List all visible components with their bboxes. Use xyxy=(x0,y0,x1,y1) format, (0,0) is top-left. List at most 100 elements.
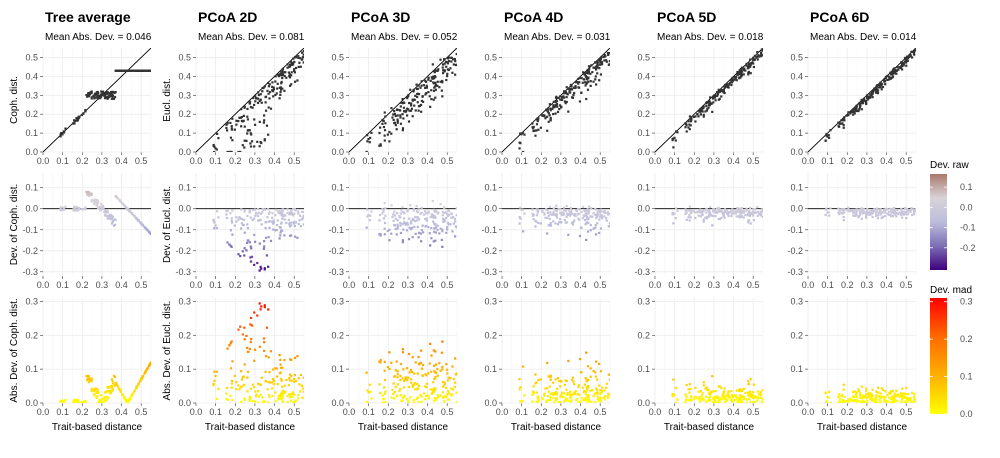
data-point xyxy=(281,385,284,388)
data-point xyxy=(263,267,266,270)
data-point xyxy=(586,365,590,368)
data-point xyxy=(396,227,399,230)
data-point xyxy=(399,387,402,391)
data-point xyxy=(734,77,737,80)
data-point xyxy=(256,140,259,143)
data-point xyxy=(126,208,130,211)
data-layer xyxy=(518,351,610,403)
data-point xyxy=(230,127,233,130)
data-point xyxy=(455,52,457,56)
data-point xyxy=(454,225,457,228)
data-point xyxy=(720,387,723,390)
data-point xyxy=(417,105,421,108)
data-point xyxy=(865,96,869,100)
data-point xyxy=(444,211,448,214)
data-point xyxy=(592,369,595,373)
data-point xyxy=(752,214,755,217)
data-point xyxy=(869,210,872,213)
data-point xyxy=(277,396,281,399)
data-point xyxy=(243,254,246,257)
data-point xyxy=(399,394,402,397)
data-point xyxy=(424,86,427,90)
data-point xyxy=(569,87,572,91)
data-point xyxy=(409,378,413,381)
data-point xyxy=(434,350,437,353)
data-point xyxy=(723,396,727,399)
data-point xyxy=(549,118,552,121)
data-point xyxy=(594,375,597,378)
data-point xyxy=(259,218,262,221)
data-point xyxy=(549,396,552,399)
data-point xyxy=(406,376,410,379)
data-point xyxy=(408,109,411,112)
y-axis-label: Abs. Dev. of Eucl. dist. xyxy=(162,301,173,401)
data-point xyxy=(267,308,270,311)
data-point xyxy=(735,389,738,392)
data-point xyxy=(430,354,433,357)
data-point xyxy=(264,109,268,112)
data-point xyxy=(570,393,574,396)
data-point xyxy=(412,209,415,212)
data-point xyxy=(259,212,262,215)
y-tick-label: 0.0 xyxy=(484,147,497,157)
data-point xyxy=(587,386,590,389)
data-point xyxy=(411,385,414,389)
data-point xyxy=(861,401,864,403)
data-point xyxy=(141,375,145,378)
data-point xyxy=(549,376,552,379)
data-point xyxy=(604,55,607,58)
data-point xyxy=(585,77,589,80)
data-point xyxy=(580,226,583,229)
data-point xyxy=(913,397,916,401)
data-point xyxy=(110,90,113,94)
data-point xyxy=(264,380,268,383)
data-point xyxy=(408,226,411,229)
data-point xyxy=(731,77,734,80)
data-point xyxy=(580,91,583,94)
data-point xyxy=(860,102,863,105)
data-point xyxy=(723,210,726,213)
data-point xyxy=(869,397,872,400)
data-point xyxy=(256,207,260,211)
panel-subtitle: Mean Abs. Dev. = 0.031 xyxy=(504,32,611,43)
data-point xyxy=(226,122,229,125)
data-point xyxy=(446,74,449,78)
data-point xyxy=(600,63,604,66)
data-point xyxy=(896,399,899,403)
data-point xyxy=(867,213,870,216)
data-point xyxy=(905,61,908,64)
data-point xyxy=(396,383,399,386)
data-point xyxy=(383,378,387,382)
data-point xyxy=(596,222,599,225)
data-point xyxy=(424,79,427,82)
data-point xyxy=(847,400,850,403)
data-point xyxy=(281,208,285,211)
data-point xyxy=(267,265,270,268)
data-point xyxy=(84,207,87,211)
data-point xyxy=(111,219,115,222)
data-point xyxy=(549,211,552,214)
data-point xyxy=(546,394,549,398)
data-point xyxy=(706,215,709,219)
x-tick-label: 0.2 xyxy=(382,156,395,166)
data-point xyxy=(215,227,218,230)
data-point xyxy=(383,139,386,142)
data-point xyxy=(549,374,552,377)
data-point xyxy=(430,227,433,230)
x-tick-label: 0.5 xyxy=(747,407,760,417)
data-point xyxy=(419,212,422,215)
data-point xyxy=(420,80,423,83)
data-point xyxy=(242,114,246,118)
data-point xyxy=(452,58,455,61)
y-tick-label: 0.1 xyxy=(484,364,497,374)
data-point xyxy=(582,205,585,209)
data-point xyxy=(290,71,293,74)
data-point xyxy=(248,101,251,104)
data-point xyxy=(215,370,218,373)
data-point xyxy=(246,115,249,118)
data-point xyxy=(586,208,589,211)
data-point xyxy=(254,211,258,215)
data-point xyxy=(841,117,845,121)
data-point xyxy=(384,401,387,403)
